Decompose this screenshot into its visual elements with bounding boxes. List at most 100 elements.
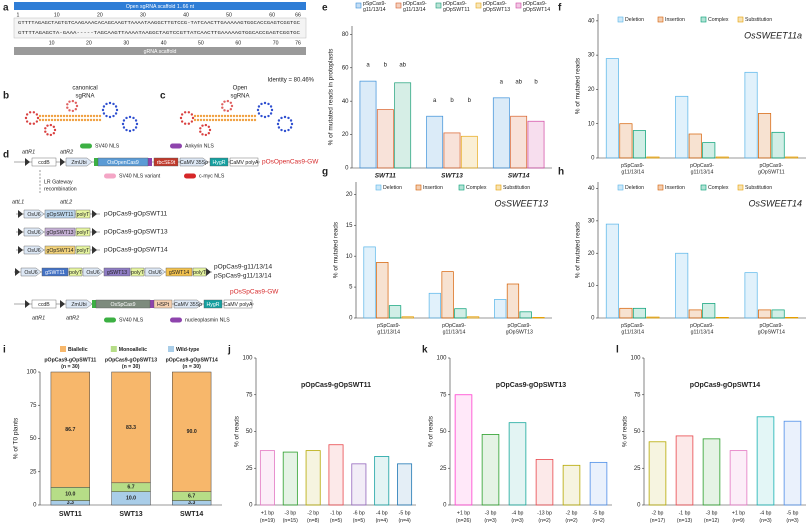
x-count-label: (n=17) — [650, 518, 665, 524]
nucleotide — [267, 114, 270, 118]
nucleotide — [35, 113, 39, 116]
legend-swatch — [657, 16, 664, 23]
legend-swatch — [700, 16, 707, 23]
nucleotide — [71, 118, 75, 122]
nucleotide — [276, 122, 280, 126]
nucleotide — [105, 102, 108, 106]
nucleotide — [121, 122, 125, 126]
promoter — [65, 157, 93, 167]
bar — [428, 292, 442, 319]
nucleotide — [256, 108, 260, 112]
element-label: HygR — [207, 302, 220, 308]
bar — [632, 307, 646, 319]
x-tick-label: pOpCas9-g11/13/14 — [442, 323, 466, 336]
nucleotide — [179, 116, 183, 120]
nls — [150, 300, 154, 308]
legend-swatch — [435, 2, 442, 9]
nucleotide — [41, 118, 45, 122]
nucleotide — [41, 114, 45, 118]
nucleotide — [52, 132, 56, 135]
bar — [619, 123, 633, 159]
bar — [259, 450, 275, 506]
nucleotide — [208, 118, 212, 122]
bar — [771, 309, 785, 319]
y-tick-label: 40 — [588, 186, 595, 192]
panel-letter: k — [422, 345, 428, 356]
nucleotide — [47, 114, 51, 118]
att-site — [92, 246, 97, 254]
y-tick-label: 75 — [440, 392, 447, 398]
nucleotide — [267, 102, 270, 106]
ruler-label: 60 — [235, 40, 241, 46]
y-tick-label: 25 — [634, 466, 641, 472]
promoter — [179, 157, 209, 167]
nucleotide — [214, 114, 218, 118]
panel-letter: j — [227, 345, 231, 356]
construct-name: pSpCas9-g11/13/14 — [214, 273, 272, 280]
x-count-label: (n=8) — [307, 518, 320, 524]
element-label: OsU6 — [86, 270, 99, 276]
nucleotide — [250, 118, 254, 122]
nucleotide — [190, 113, 194, 116]
chart-subtitle: OsSWEET11a — [744, 30, 802, 40]
ruler-label: 20 — [97, 12, 103, 18]
y-tick-label: 15 — [346, 223, 353, 229]
structure-title: Open — [233, 86, 248, 92]
element — [103, 267, 131, 277]
legend-label: pOpCas9-g11/13/14 — [403, 1, 427, 13]
nucleotide — [289, 119, 293, 122]
bar — [454, 394, 473, 506]
y-axis-label: % of mutated reads — [333, 221, 340, 278]
ruler-label: 60 — [269, 12, 275, 18]
legend-label: Monoallelic — [119, 347, 147, 353]
x-count-label: (n=2) — [565, 518, 578, 524]
bar — [675, 252, 689, 319]
nucleotide — [201, 124, 204, 127]
y-tick-label: 75 — [634, 392, 641, 398]
promoter — [65, 299, 93, 309]
nucleotide — [208, 128, 212, 132]
element-label: OsU6 — [27, 230, 40, 236]
y-tick-label: 0 — [345, 166, 349, 172]
legend-label: pOpCas9-gOpSWT11 — [443, 1, 470, 13]
nucleotide — [74, 108, 78, 111]
x-tick-label: -3 bp — [706, 510, 718, 516]
element-label: OsU6 — [27, 248, 40, 254]
promoter — [82, 267, 104, 277]
nls — [148, 158, 152, 166]
nucleotide — [66, 106, 69, 109]
y-tick-label: 100 — [630, 356, 641, 362]
nucleotide — [135, 122, 139, 126]
structure-title: sgRNA — [75, 94, 94, 100]
bar — [305, 450, 321, 506]
bar — [443, 132, 461, 169]
element-label: rbcSE9t — [157, 160, 176, 166]
bar — [702, 142, 716, 159]
bar — [729, 450, 748, 506]
nucleotide — [125, 116, 128, 120]
panel-letter: e — [322, 3, 328, 14]
legend-label: Complex — [708, 185, 729, 191]
legend-label: pOpCas9-gOpSWT13 — [483, 1, 510, 13]
nucleotide — [180, 113, 184, 116]
nucleotide — [221, 106, 224, 109]
nls-label: Ankyrin NLS — [185, 143, 214, 149]
ruler-label: 40 — [161, 40, 167, 46]
x-count-label: (n=19) — [260, 518, 275, 524]
nucleotide — [86, 114, 90, 118]
legend-swatch — [355, 2, 362, 9]
construct-name: pOpCas9-g11/13/14 — [214, 264, 272, 271]
legend-swatch — [617, 16, 624, 23]
att-site — [18, 228, 23, 236]
nucleotide — [108, 115, 112, 119]
nucleotide — [44, 127, 47, 130]
x-tick-label: +1 bp — [457, 510, 470, 516]
nucleotide — [226, 109, 230, 113]
y-tick-label: 10 — [588, 283, 595, 289]
legend-label: Substitution — [503, 185, 530, 191]
nucleotide — [74, 114, 78, 118]
chart-title: pOpCas9-gOpSWT11 — [301, 382, 371, 389]
nucleotide — [83, 118, 87, 122]
y-tick-label: 10 — [588, 121, 595, 127]
element-label: gOpSWT14 — [46, 248, 73, 254]
